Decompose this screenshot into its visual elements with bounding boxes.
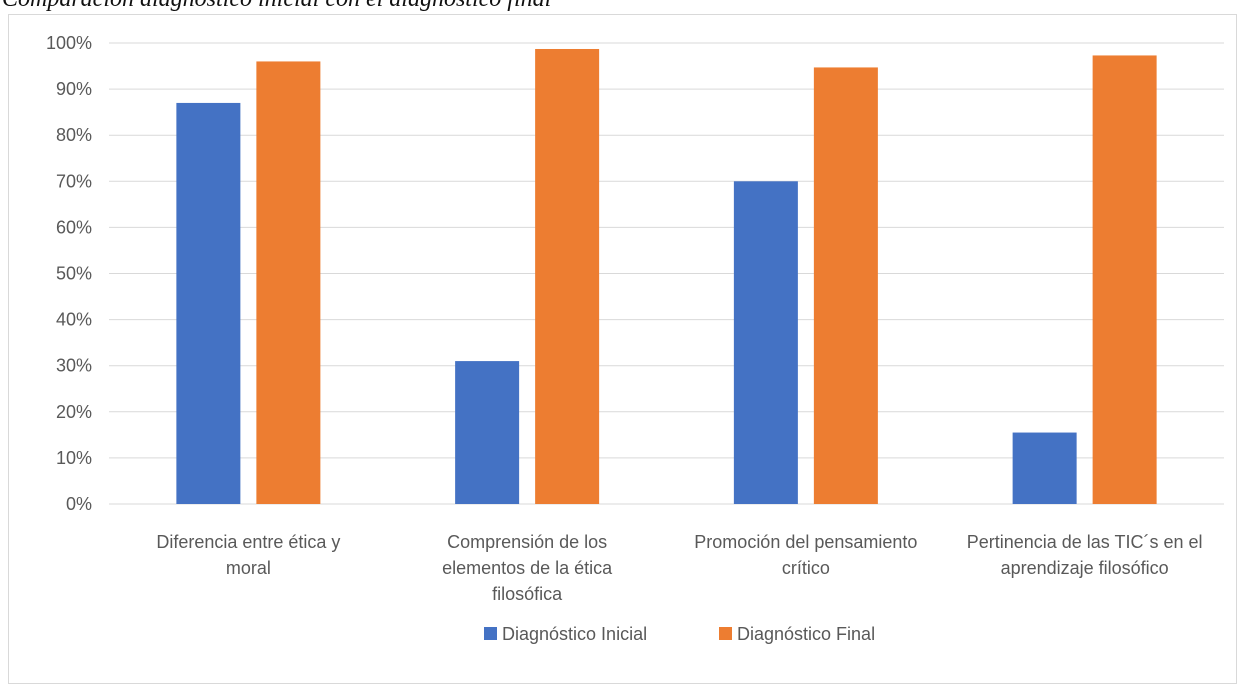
category-label-line: filosófica <box>492 584 563 604</box>
category-label: Comprensión de los elementos de la ética f… <box>442 532 613 604</box>
legend: Diagnóstico Inicial Diagnóstico Final <box>484 624 875 644</box>
category-label-line: Promoción del pensamiento <box>694 532 917 552</box>
chart-area: 0% 10% 20% 30% 40% 50% 60% 70% 80% 90% 100% Difere… <box>8 14 1237 684</box>
bar-initial <box>176 102 241 505</box>
y-tick-label: 30% <box>56 356 92 376</box>
y-tick-label: 40% <box>56 310 92 330</box>
category-label-line: crítico <box>782 558 830 578</box>
bar-final <box>535 48 600 504</box>
y-tick-label: 60% <box>56 217 92 237</box>
figure-caption: Comparación diagnóstico inicial con el d… <box>2 0 551 13</box>
category-label-line: aprendizaje filosófico <box>1001 558 1169 578</box>
bar-final <box>1092 55 1157 505</box>
bar-initial <box>1012 432 1077 504</box>
bar-chart: 0% 10% 20% 30% 40% 50% 60% 70% 80% 90% 100% Difere… <box>46 33 1224 644</box>
category-label-line: elementos de la ética <box>442 558 613 578</box>
y-tick-label: 70% <box>56 171 92 191</box>
bar-initial <box>455 361 520 504</box>
bar-final <box>256 61 321 504</box>
y-tick-label: 20% <box>56 402 92 422</box>
y-tick-label: 10% <box>56 448 92 468</box>
y-axis-ticks: 0% 10% 20% 30% 40% 50% 60% 70% 80% 90% 100% <box>46 33 92 514</box>
legend-swatch-final <box>719 627 732 640</box>
y-tick-label: 50% <box>56 264 92 284</box>
legend-swatch-initial <box>484 627 497 640</box>
bar-initial <box>733 181 798 505</box>
x-axis-labels: Diferencia entre ética y moral Comprensión… <box>156 532 1202 604</box>
legend-label-initial: Diagnóstico Inicial <box>502 624 647 644</box>
y-tick-label: 80% <box>56 125 92 145</box>
category-label-line: Diferencia entre ética y <box>156 532 340 552</box>
category-label: Diferencia entre ética y moral <box>156 532 340 578</box>
legend-label-final: Diagnóstico Final <box>737 624 875 644</box>
category-label: Pertinencia de las TIC´s en el aprendizaj… <box>967 532 1203 578</box>
category-label-line: Pertinencia de las TIC´s en el <box>967 532 1203 552</box>
bar-final <box>813 67 878 505</box>
category-label-line: Comprensión de los <box>447 532 607 552</box>
y-tick-label: 0% <box>66 494 92 514</box>
category-label-line: moral <box>226 558 271 578</box>
bars <box>176 48 1157 505</box>
y-tick-label: 100% <box>46 33 92 53</box>
category-label: Promoción del pensamiento crítico <box>694 532 917 578</box>
y-tick-label: 90% <box>56 79 92 99</box>
